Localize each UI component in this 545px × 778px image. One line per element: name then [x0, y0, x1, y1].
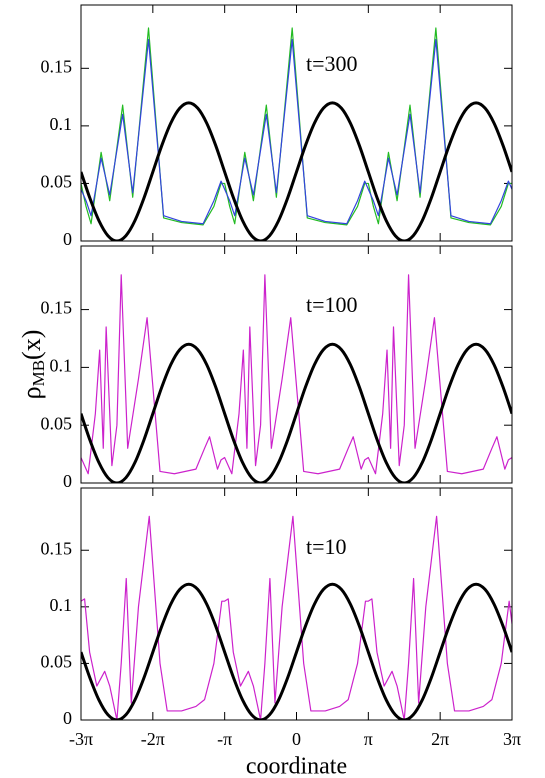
y-tick-label: 0.05: [41, 652, 73, 672]
y-label-symbol: ρ: [17, 386, 46, 399]
y-label-tail: (x): [17, 330, 46, 360]
plot-area: [81, 27, 512, 241]
annotation: t=100: [306, 292, 358, 317]
x-tick-label: -π: [217, 729, 232, 749]
y-label-sub: MB: [29, 360, 48, 386]
x-tick-label: 3π: [503, 729, 521, 749]
x-tick-label: 2π: [431, 729, 449, 749]
annotation: t=300: [306, 51, 358, 76]
data-line: [81, 274, 512, 475]
data-line: [81, 38, 512, 225]
y-tick-label: 0.1: [50, 356, 73, 376]
y-tick-label: 0.1: [50, 595, 73, 615]
y-tick-label: 0.05: [41, 413, 73, 433]
plot-frame: [80, 4, 513, 242]
y-tick-label: 0.05: [41, 172, 73, 192]
y-tick-label: 0.15: [41, 56, 73, 76]
y-tick-label: 0.15: [41, 298, 73, 318]
y-tick-label: 0.1: [50, 114, 73, 134]
plot-frame: [80, 245, 513, 484]
x-tick-label: π: [364, 729, 373, 749]
plot-area: [81, 274, 512, 483]
y-tick-label: 0: [63, 708, 72, 728]
y-tick-label: 0: [63, 471, 72, 491]
x-axis-label: coordinate: [246, 754, 347, 778]
data-line: [81, 582, 512, 720]
x-tick-label: -3π: [69, 729, 93, 749]
y-tick-label: 0.15: [41, 538, 73, 558]
data-line: [81, 342, 512, 483]
x-tick-label: -2π: [141, 729, 165, 749]
y-axis-label: ρMB(x): [17, 330, 48, 400]
plot-area: [81, 515, 512, 720]
x-tick-label: 0: [292, 729, 301, 749]
y-tick-label: 0: [63, 229, 72, 249]
plot-frame: [80, 487, 513, 721]
annotation: t=10: [306, 534, 347, 559]
data-line: [81, 515, 512, 720]
data-line: [81, 101, 512, 241]
